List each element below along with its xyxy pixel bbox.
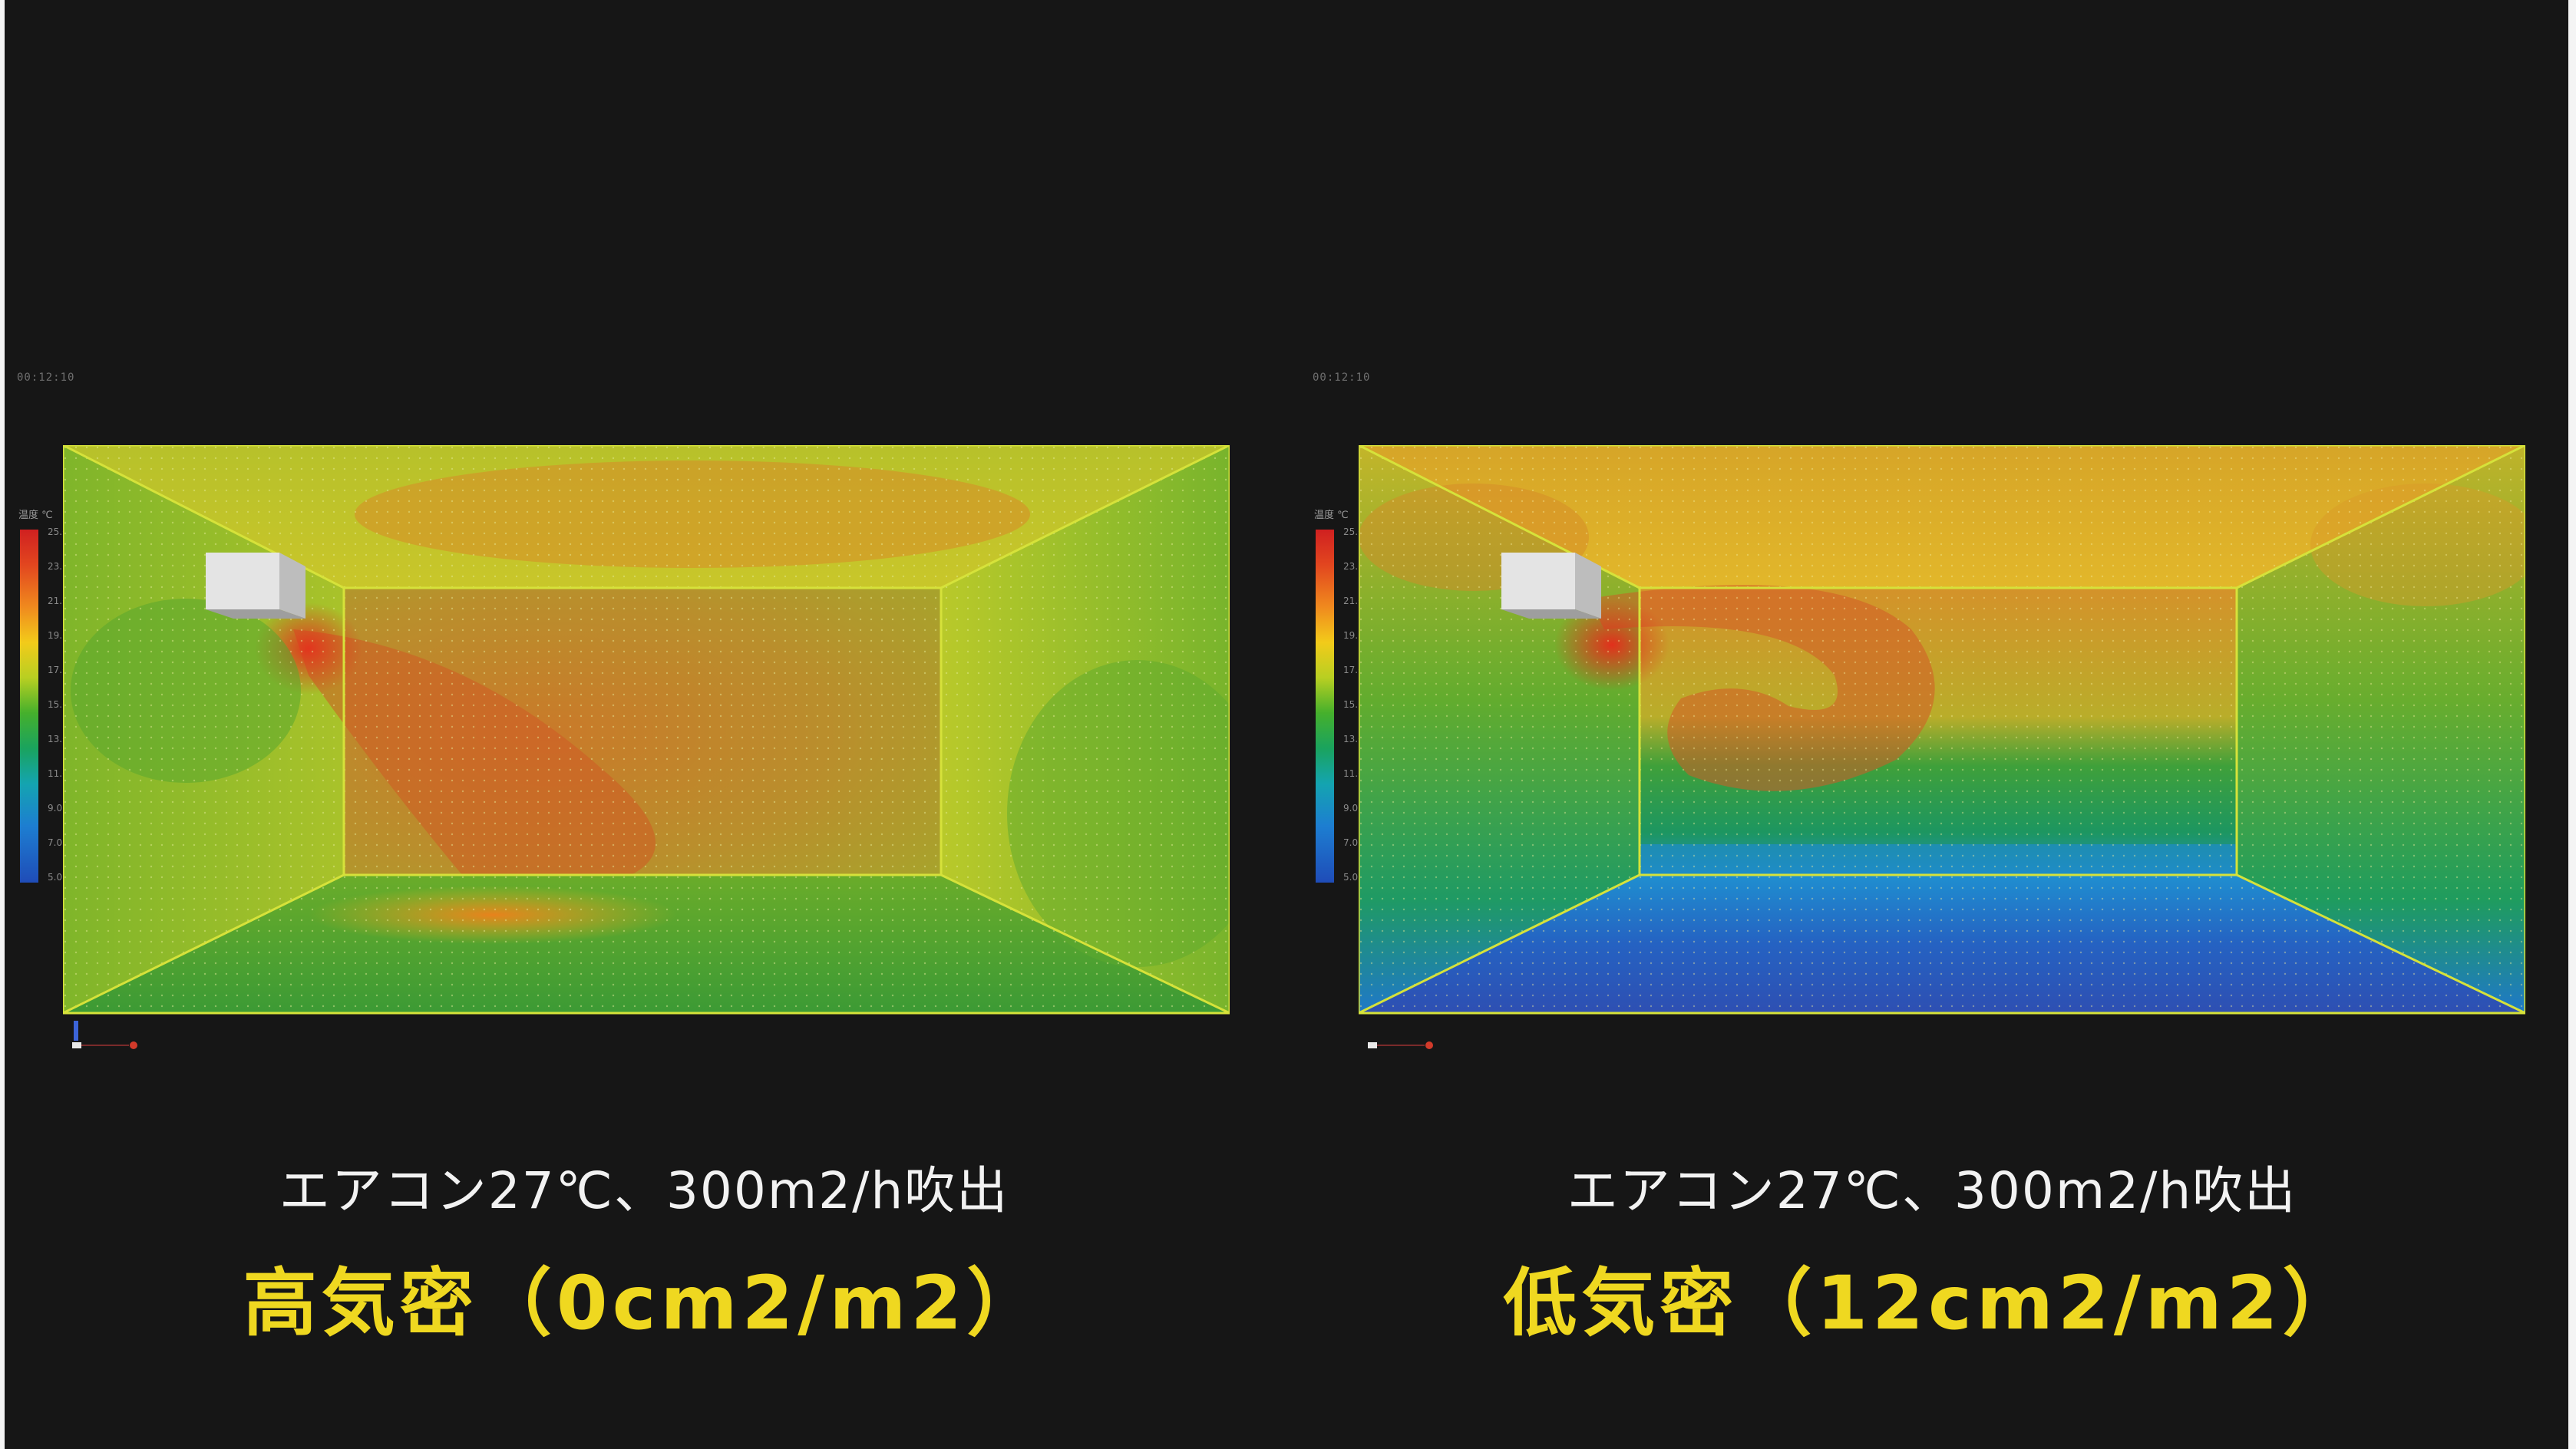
legend-tick: 9.0 bbox=[1343, 803, 1359, 814]
legend-tick: 7.0 bbox=[48, 837, 63, 848]
left-caption-title: 高気密（0cm2/m2） bbox=[243, 1260, 1045, 1346]
temperature-legend-title: 温度 ℃ bbox=[1314, 510, 1349, 521]
legend-tick: 5.0 bbox=[1343, 872, 1359, 883]
temperature-legend-colorbar bbox=[20, 530, 38, 883]
right-caption-condition: エアコン27℃、300m2/h吹出 bbox=[1567, 1161, 2297, 1220]
left-caption-condition: エアコン27℃、300m2/h吹出 bbox=[279, 1161, 1009, 1220]
air-conditioner-unit bbox=[1501, 553, 1601, 619]
simulation-timestamp: 00:12:10 bbox=[17, 371, 75, 384]
legend-tick: 9.0 bbox=[48, 803, 63, 814]
temperature-legend-colorbar bbox=[1316, 530, 1334, 883]
simulation-panel-low-airtightness: 00:12:10 温度 ℃ 25.0 23.0 21.0 19.0 17.0 1… bbox=[1305, 361, 2533, 1097]
axis-indicator bbox=[1368, 1041, 1433, 1049]
right-caption-title: 低気密（12cm2/m2） bbox=[1503, 1260, 2361, 1346]
room-temperature-visualization bbox=[1359, 445, 2525, 1015]
air-conditioner-unit bbox=[206, 553, 305, 619]
simulation-panel-high-airtightness: 00:12:10 温度 ℃ 25.0 23.0 21.0 19.0 17.0 1… bbox=[9, 361, 1237, 1097]
temperature-legend-title: 温度 ℃ bbox=[18, 510, 53, 521]
legend-tick: 5.0 bbox=[48, 872, 63, 883]
axis-indicator bbox=[72, 1021, 137, 1049]
legend-tick: 7.0 bbox=[1343, 837, 1359, 848]
room-wireframe bbox=[63, 445, 1230, 1015]
simulation-timestamp: 00:12:10 bbox=[1313, 371, 1371, 384]
room-temperature-visualization bbox=[63, 445, 1230, 1015]
